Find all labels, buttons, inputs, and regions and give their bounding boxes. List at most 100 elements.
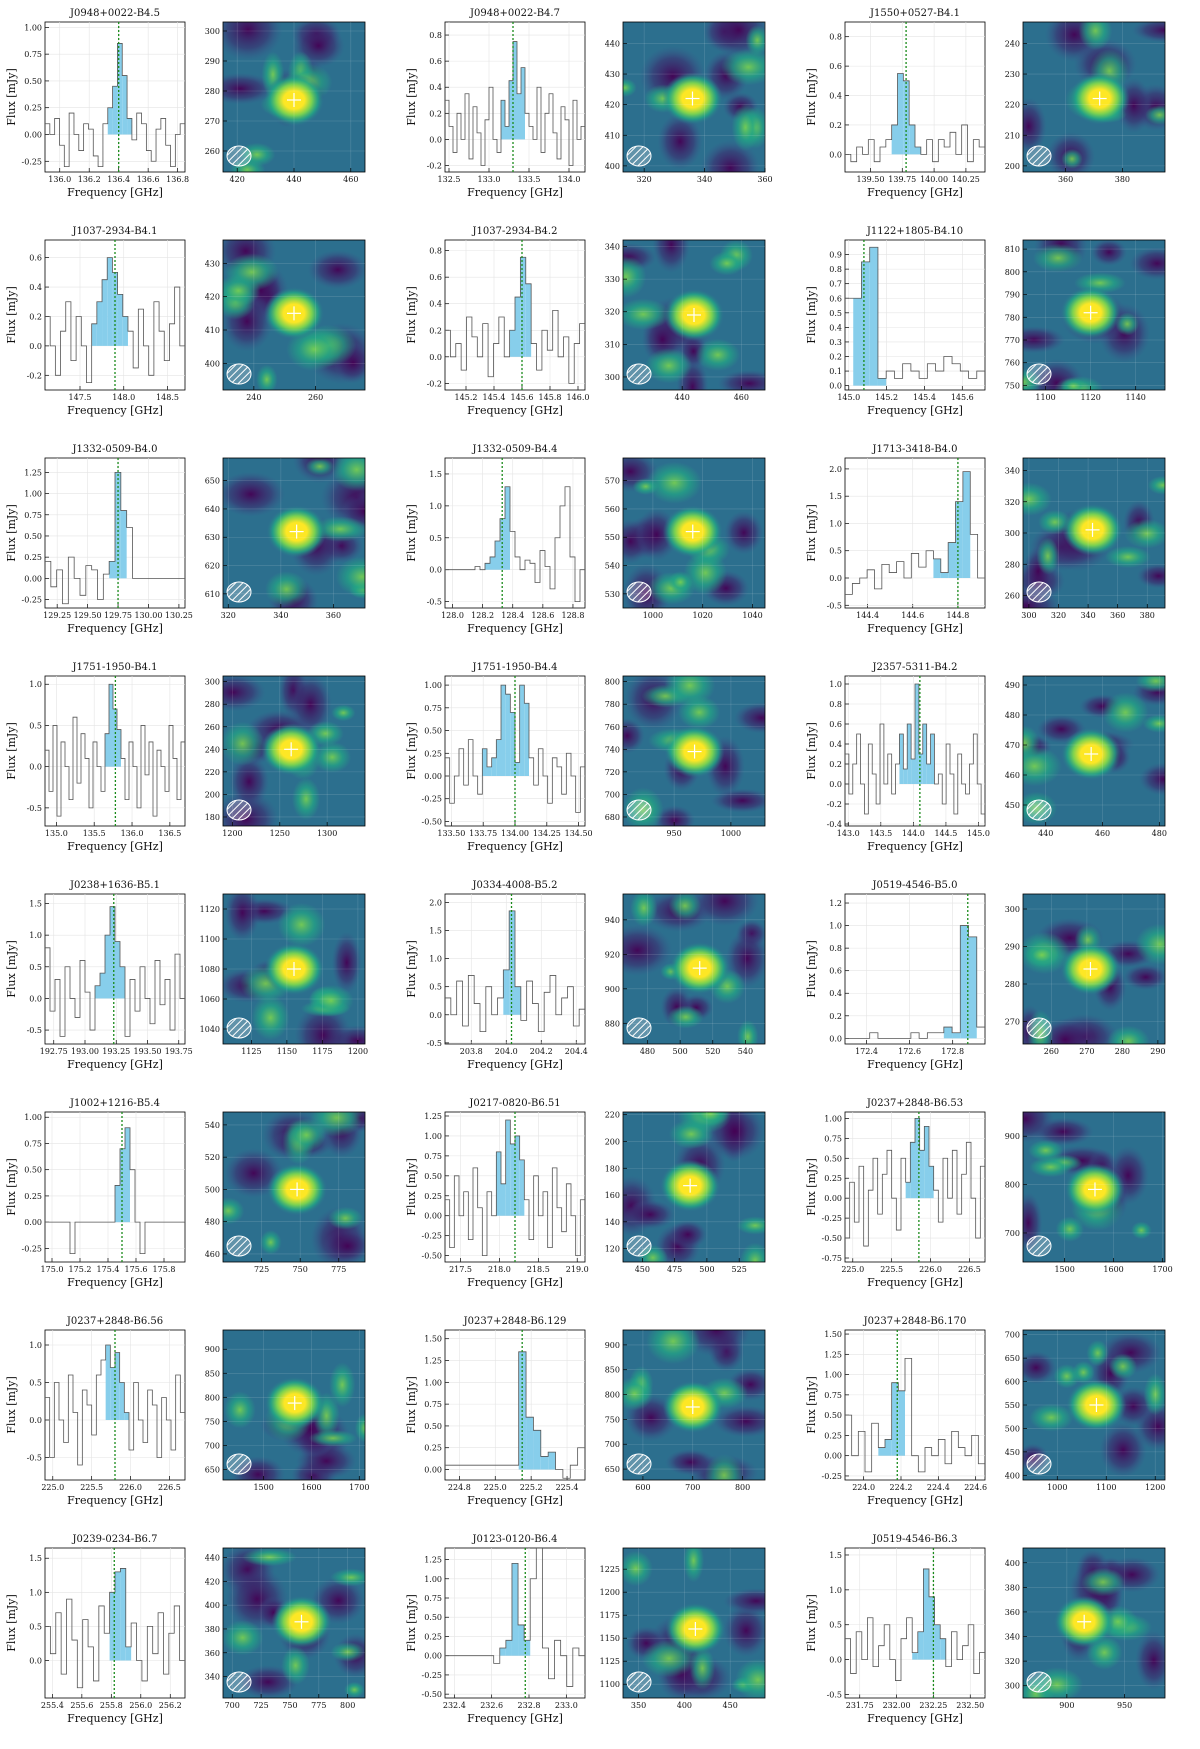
y-tick-label: 0.4	[829, 740, 842, 749]
y-tick-label: 1.2	[829, 899, 842, 908]
x-tick-label: 136.0	[121, 829, 144, 838]
line-channel-bar	[115, 941, 120, 999]
map-frame	[622, 1547, 766, 1699]
y-axis-label: Flux [mJy]	[5, 1158, 18, 1216]
beam-ellipse	[1026, 145, 1052, 167]
map-y-tick-label: 900	[1005, 1132, 1020, 1141]
map-x-tick-label: 1200	[348, 1047, 368, 1056]
map-x-tick-label: 400	[677, 1701, 692, 1710]
intensity-map	[623, 1112, 765, 1262]
x-axis-label: Frequency [GHz]	[67, 1494, 163, 1507]
spectrum-plot	[445, 676, 585, 826]
line-channel-bar	[107, 257, 113, 346]
x-tick-label: 232.25	[919, 1701, 947, 1710]
map-frame	[622, 21, 766, 173]
spectrum-plot	[45, 1330, 185, 1480]
y-tick-label: 1.25	[24, 468, 42, 477]
y-tick-label: 0.75	[424, 704, 442, 713]
map-y-tick-label: 780	[1005, 313, 1020, 322]
map-y-tick-label: 800	[1005, 1181, 1020, 1190]
x-tick-label: 172.4	[855, 1047, 878, 1056]
map-mid-region	[623, 255, 647, 298]
map-x-tick-label: 1100	[1035, 393, 1055, 402]
intensity-map	[223, 458, 365, 608]
map-y-tick-label: 420	[205, 1577, 220, 1586]
map-mid-region	[309, 1112, 364, 1137]
x-tick-label: 224.8	[448, 1483, 471, 1492]
x-tick-label: 135.0	[45, 829, 68, 838]
intensity-map	[1023, 240, 1165, 390]
map-mid-region	[668, 571, 693, 594]
spectrum-plot	[45, 676, 185, 826]
map-frame	[222, 1547, 366, 1699]
map-x-tick-label: 440	[675, 393, 690, 402]
spectrum-line	[445, 1351, 585, 1479]
spectrum-frame	[844, 1329, 986, 1481]
spectrum-title: J1122+1805-B4.10	[866, 226, 963, 237]
line-channel-bar	[501, 685, 506, 776]
map-x-tick-label: 700	[225, 1701, 240, 1710]
map-y-tick-label: 300	[205, 27, 220, 36]
x-axis-label: Frequency [GHz]	[467, 1712, 563, 1725]
map-y-tick-label: 650	[1005, 1354, 1020, 1363]
map-y-tick-label: 240	[1005, 39, 1020, 48]
panel-pair: J0334-4008-B5.2 203.8 204.0 204.2 204.4 -0.5 0…	[405, 880, 766, 1071]
beam-ellipse	[1026, 1453, 1052, 1475]
map-mid-region	[330, 1642, 365, 1662]
y-tick-label: -0.2	[827, 800, 842, 809]
map-low-region	[724, 510, 764, 555]
map-x-tick-label: 1150	[277, 1047, 297, 1056]
map-y-tick-label: 460	[1005, 771, 1020, 780]
map-x-tick-label: 1500	[253, 1483, 273, 1492]
x-tick-label: 224.2	[890, 1483, 913, 1492]
map-low-region	[1136, 563, 1165, 589]
intensity-map	[223, 894, 365, 1044]
line-channel-bar	[109, 561, 115, 579]
map-y-tick-label: 1060	[200, 995, 220, 1004]
spectrum-plot	[845, 22, 985, 172]
x-axis-label: Frequency [GHz]	[867, 404, 963, 417]
spectrum-line	[445, 910, 585, 1033]
map-y-tick-label: 900	[605, 985, 620, 994]
x-tick-label: 134.0	[558, 175, 581, 184]
y-tick-label: 0.50	[24, 532, 42, 541]
line-channel-bar	[509, 80, 513, 140]
map-y-tick-label: 610	[205, 590, 220, 599]
x-axis-label: Frequency [GHz]	[67, 1276, 163, 1289]
y-tick-label: 0.50	[824, 1411, 842, 1420]
map-y-tick-label: 500	[205, 1185, 220, 1194]
map-x-tick-label: 725	[254, 1265, 269, 1274]
panel-pair: J0237+2848-B6.53 225.0 225.5 226.0 226.5 -0.7…	[805, 1098, 1173, 1289]
beam-ellipse	[1026, 1671, 1052, 1693]
spectrum-plot	[445, 458, 585, 608]
map-x-tick-label: 1700	[1152, 1265, 1172, 1274]
x-tick-label: 146.0	[567, 393, 590, 402]
spectrum-title: J1037-2934-B4.2	[472, 226, 558, 237]
intensity-map	[1023, 22, 1165, 172]
line-channel-bar	[960, 925, 969, 1039]
y-tick-label: 0.4	[829, 92, 842, 101]
map-y-tick-label: 360	[1005, 1608, 1020, 1617]
map-mid-region	[1135, 923, 1165, 965]
map-mid-region	[745, 25, 765, 56]
map-mid-region	[1086, 1339, 1109, 1367]
spectrum-title: J1332-0509-B4.4	[472, 444, 558, 455]
line-channel-bar	[929, 1596, 935, 1660]
line-channel-bar	[909, 124, 915, 155]
line-channel-bar	[499, 1648, 506, 1656]
map-y-tick-label: 750	[205, 1417, 220, 1426]
map-x-tick-label: 380	[1115, 175, 1130, 184]
line-channel-bar	[524, 1640, 531, 1656]
x-tick-label: 256.2	[159, 1701, 182, 1710]
map-low-region	[1139, 762, 1165, 796]
line-channel-bar	[510, 1143, 515, 1216]
map-mid-region	[1115, 312, 1140, 336]
beam-ellipse	[1026, 581, 1052, 603]
x-tick-label: 232.00	[883, 1701, 911, 1710]
y-tick-label: -0.25	[821, 1472, 842, 1481]
x-tick-label: 226.0	[919, 1265, 942, 1274]
panel-pair: J0239-0234-B6.7 255.4 255.6 255.8 256.0 256.2…	[5, 1534, 366, 1725]
line-channel-bar	[511, 1563, 519, 1656]
map-y-tick-label: 450	[1005, 1448, 1020, 1457]
map-y-tick-label: 630	[205, 533, 220, 542]
